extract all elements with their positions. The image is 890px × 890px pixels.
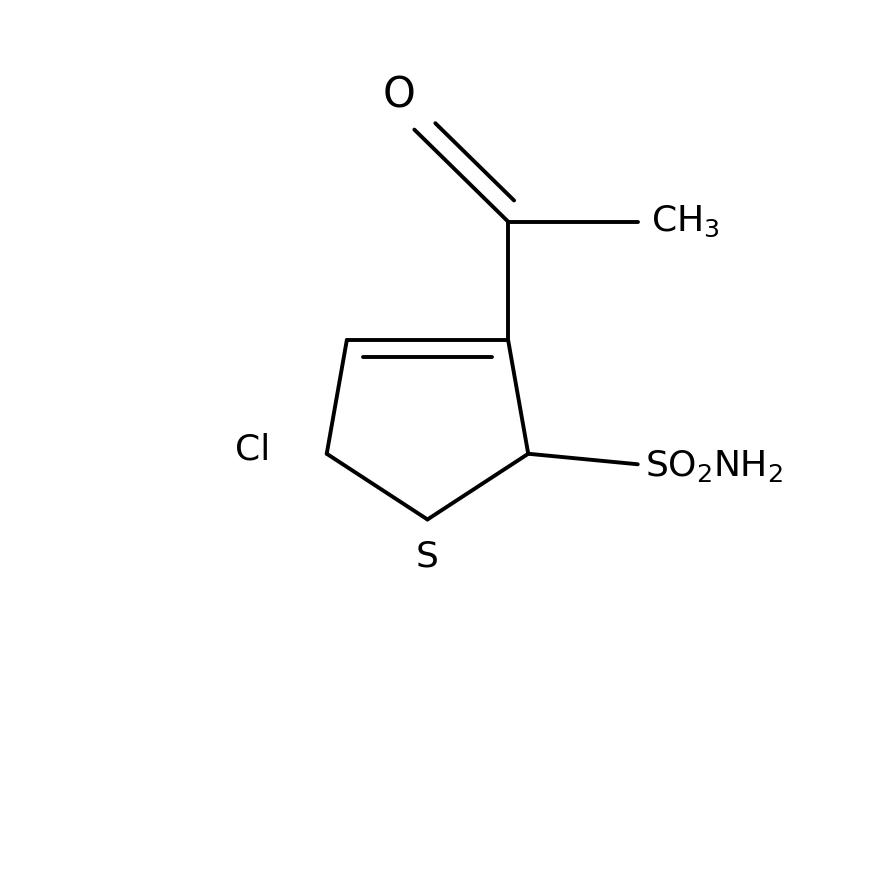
- Text: S: S: [416, 539, 439, 574]
- Text: Cl: Cl: [235, 433, 270, 466]
- Text: O: O: [383, 75, 416, 117]
- Text: CH$_3$: CH$_3$: [651, 204, 720, 239]
- Text: SO$_2$NH$_2$: SO$_2$NH$_2$: [644, 448, 782, 484]
